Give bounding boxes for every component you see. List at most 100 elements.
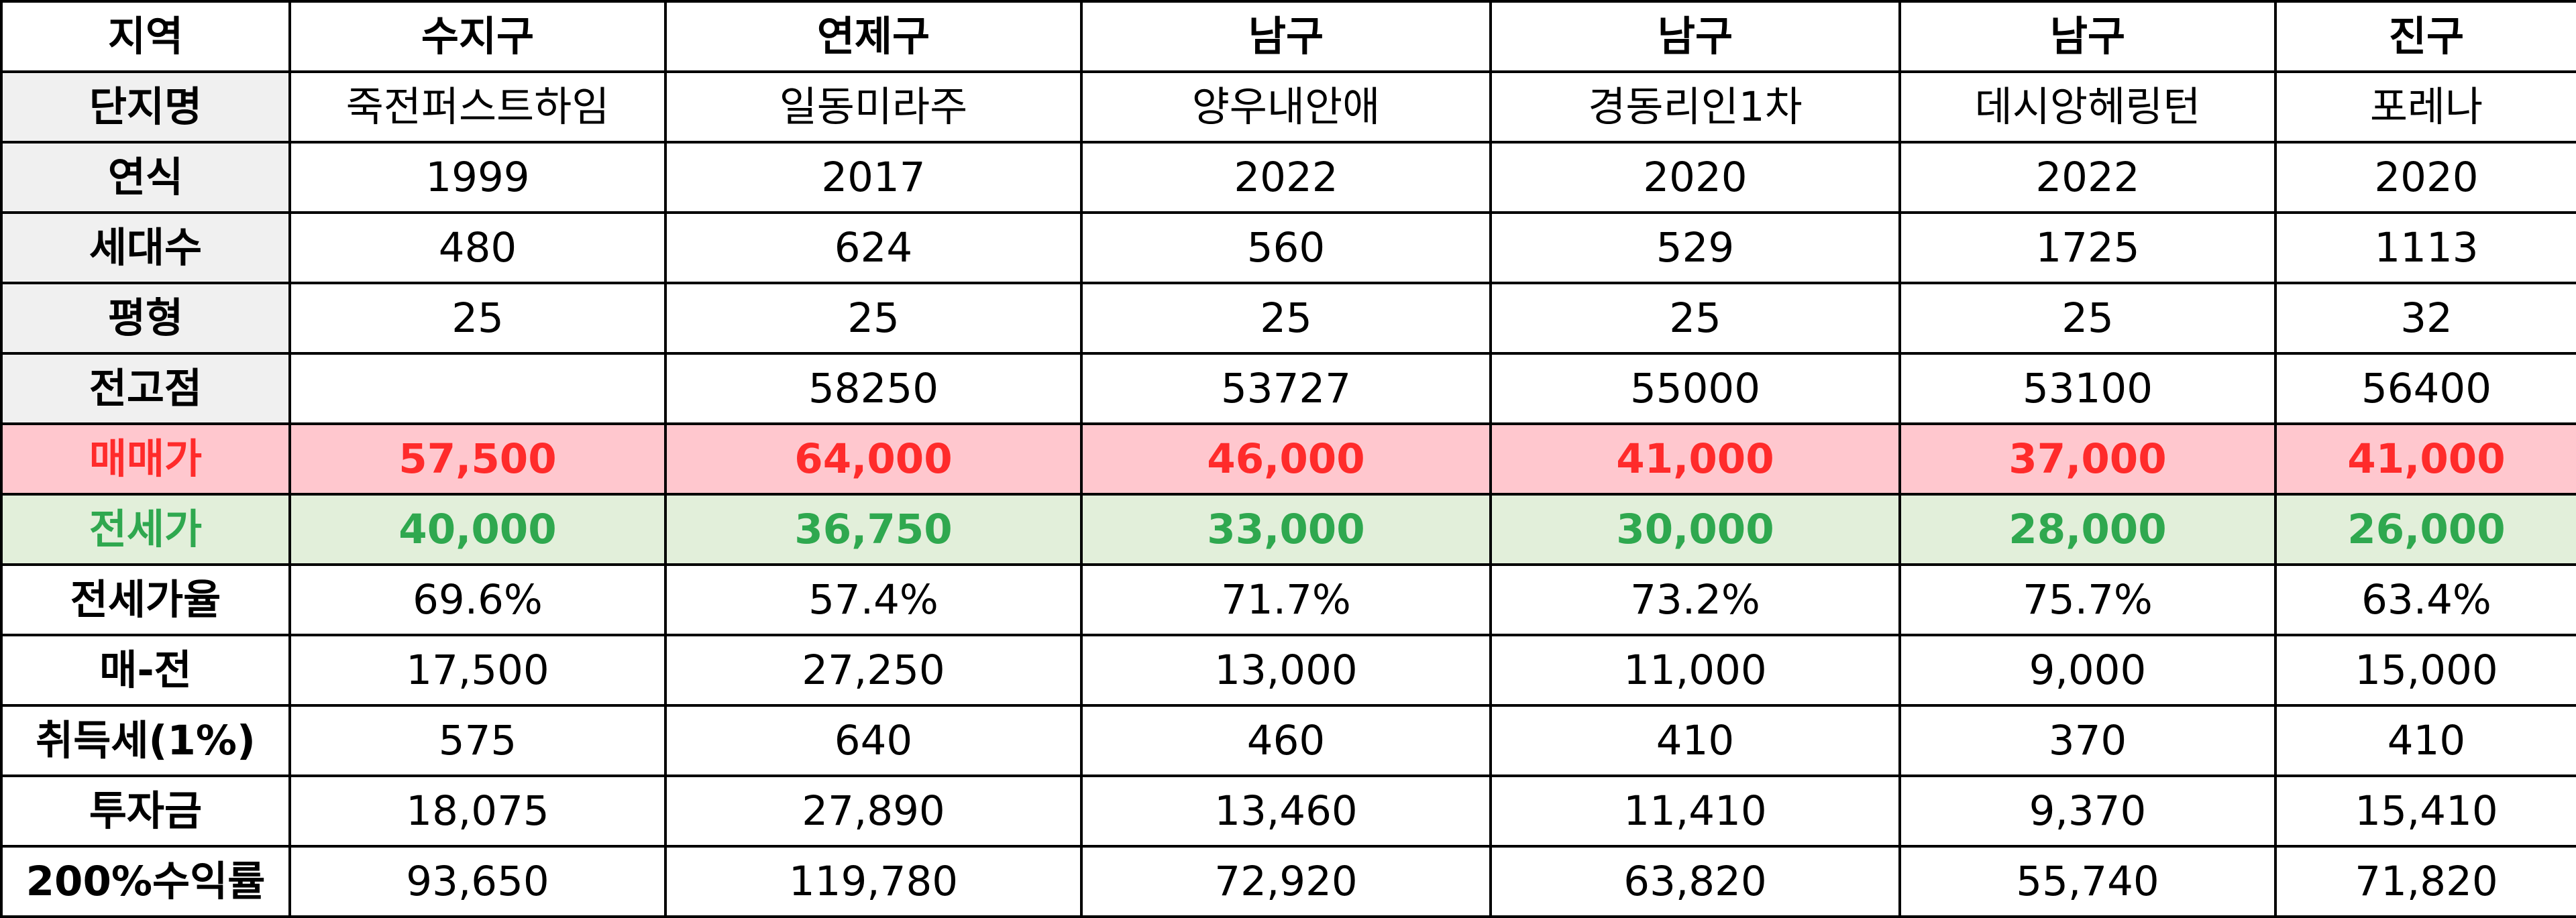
row-label: 전세가 bbox=[0, 493, 291, 566]
table-row-year-built: 연식 1999 2017 2022 2020 2022 2020 bbox=[0, 141, 2576, 214]
table-cell: 71,820 bbox=[2274, 845, 2576, 918]
table-cell: 529 bbox=[1489, 211, 1901, 284]
table-cell: 2022 bbox=[1898, 141, 2277, 214]
table-cell: 27,890 bbox=[664, 774, 1083, 848]
table-cell: 575 bbox=[288, 704, 667, 777]
table-cell: 포레나 bbox=[2274, 70, 2576, 144]
column-header-1: 수지구 bbox=[288, 0, 667, 73]
column-header-5: 남구 bbox=[1898, 0, 2277, 73]
table-cell: 40,000 bbox=[288, 493, 667, 566]
table-cell: 2017 bbox=[664, 141, 1083, 214]
table-cell: 2020 bbox=[1489, 141, 1901, 214]
row-label: 연식 bbox=[0, 141, 291, 214]
table-cell: 57.4% bbox=[664, 563, 1083, 636]
table-cell: 119,780 bbox=[664, 845, 1083, 918]
table-cell: 15,000 bbox=[2274, 634, 2576, 707]
table-cell: 36,750 bbox=[664, 493, 1083, 566]
table-cell: 25 bbox=[664, 282, 1083, 355]
row-label: 매매가 bbox=[0, 422, 291, 496]
table-cell: 560 bbox=[1080, 211, 1492, 284]
table-row-complex-name: 단지명 죽전퍼스트하임 일동미라주 양우내안애 경동리인1차 데시앙헤링턴 포레… bbox=[0, 70, 2576, 144]
table-row-previous-high: 전고점 58250 53727 55000 53100 56400 bbox=[0, 352, 2576, 425]
table-cell: 33,000 bbox=[1080, 493, 1492, 566]
row-label: 전세가율 bbox=[0, 563, 291, 636]
table-cell: 26,000 bbox=[2274, 493, 2576, 566]
table-row-pyeong: 평형 25 25 25 25 25 32 bbox=[0, 282, 2576, 355]
table-row-sale-price: 매매가 57,500 64,000 46,000 41,000 37,000 4… bbox=[0, 422, 2576, 496]
row-label: 전고점 bbox=[0, 352, 291, 425]
table-cell: 17,500 bbox=[288, 634, 667, 707]
table-cell: 25 bbox=[288, 282, 667, 355]
table-cell: 13,460 bbox=[1080, 774, 1492, 848]
column-header-4: 남구 bbox=[1489, 0, 1901, 73]
table-cell: 27,250 bbox=[664, 634, 1083, 707]
row-label: 세대수 bbox=[0, 211, 291, 284]
table-cell: 72,920 bbox=[1080, 845, 1492, 918]
table-cell: 2020 bbox=[2274, 141, 2576, 214]
table-cell: 죽전퍼스트하임 bbox=[288, 70, 667, 144]
table-cell: 55,740 bbox=[1898, 845, 2277, 918]
table-cell: 1999 bbox=[288, 141, 667, 214]
table-cell: 37,000 bbox=[1898, 422, 2277, 496]
table-row-gap: 매-전 17,500 27,250 13,000 11,000 9,000 15… bbox=[0, 634, 2576, 707]
table-cell: 25 bbox=[1080, 282, 1492, 355]
table-cell: 25 bbox=[1489, 282, 1901, 355]
table-cell: 46,000 bbox=[1080, 422, 1492, 496]
table-cell: 460 bbox=[1080, 704, 1492, 777]
table-cell: 53727 bbox=[1080, 352, 1492, 425]
table-row-acquisition-tax: 취득세(1%) 575 640 460 410 370 410 bbox=[0, 704, 2576, 777]
table-cell: 18,075 bbox=[288, 774, 667, 848]
table-row-200pct-return: 200%수익률 93,650 119,780 72,920 63,820 55,… bbox=[0, 845, 2576, 918]
table-row-households: 세대수 480 624 560 529 1725 1113 bbox=[0, 211, 2576, 284]
header-row: 지역 수지구 연제구 남구 남구 남구 진구 bbox=[0, 0, 2576, 73]
table-cell: 624 bbox=[664, 211, 1083, 284]
column-header-6: 진구 bbox=[2274, 0, 2576, 73]
row-label: 평형 bbox=[0, 282, 291, 355]
table-cell: 64,000 bbox=[664, 422, 1083, 496]
table-cell: 53100 bbox=[1898, 352, 2277, 425]
table-cell: 1113 bbox=[2274, 211, 2576, 284]
table-cell: 63,820 bbox=[1489, 845, 1901, 918]
table-cell: 75.7% bbox=[1898, 563, 2277, 636]
row-label: 투자금 bbox=[0, 774, 291, 848]
table-cell: 9,000 bbox=[1898, 634, 2277, 707]
table-cell: 데시앙헤링턴 bbox=[1898, 70, 2277, 144]
table-cell: 58250 bbox=[664, 352, 1083, 425]
table-cell: 640 bbox=[664, 704, 1083, 777]
column-header-3: 남구 bbox=[1080, 0, 1492, 73]
table-cell: 71.7% bbox=[1080, 563, 1492, 636]
table-cell: 41,000 bbox=[1489, 422, 1901, 496]
table-row-jeonse-ratio: 전세가율 69.6% 57.4% 71.7% 73.2% 75.7% 63.4% bbox=[0, 563, 2576, 636]
table-cell: 25 bbox=[1898, 282, 2277, 355]
table-cell: 480 bbox=[288, 211, 667, 284]
table-cell: 1725 bbox=[1898, 211, 2277, 284]
table-cell: 63.4% bbox=[2274, 563, 2576, 636]
row-label: 단지명 bbox=[0, 70, 291, 144]
column-header-2: 연제구 bbox=[664, 0, 1083, 73]
table-cell: 410 bbox=[2274, 704, 2576, 777]
table-cell: 11,410 bbox=[1489, 774, 1901, 848]
table-cell: 410 bbox=[1489, 704, 1901, 777]
table-cell: 28,000 bbox=[1898, 493, 2277, 566]
row-label: 취득세(1%) bbox=[0, 704, 291, 777]
table-row-jeonse-price: 전세가 40,000 36,750 33,000 30,000 28,000 2… bbox=[0, 493, 2576, 566]
row-label: 200%수익률 bbox=[0, 845, 291, 918]
table-cell: 30,000 bbox=[1489, 493, 1901, 566]
table-cell: 경동리인1차 bbox=[1489, 70, 1901, 144]
table-cell: 370 bbox=[1898, 704, 2277, 777]
table-cell: 15,410 bbox=[2274, 774, 2576, 848]
column-header-region: 지역 bbox=[0, 0, 291, 73]
table-cell: 32 bbox=[2274, 282, 2576, 355]
table-cell: 41,000 bbox=[2274, 422, 2576, 496]
table-cell bbox=[288, 352, 667, 425]
table-cell: 양우내안애 bbox=[1080, 70, 1492, 144]
table-cell: 55000 bbox=[1489, 352, 1901, 425]
table-cell: 73.2% bbox=[1489, 563, 1901, 636]
table-cell: 56400 bbox=[2274, 352, 2576, 425]
table-cell: 57,500 bbox=[288, 422, 667, 496]
table-cell: 9,370 bbox=[1898, 774, 2277, 848]
table-cell: 일동미라주 bbox=[664, 70, 1083, 144]
table-cell: 69.6% bbox=[288, 563, 667, 636]
row-label: 매-전 bbox=[0, 634, 291, 707]
